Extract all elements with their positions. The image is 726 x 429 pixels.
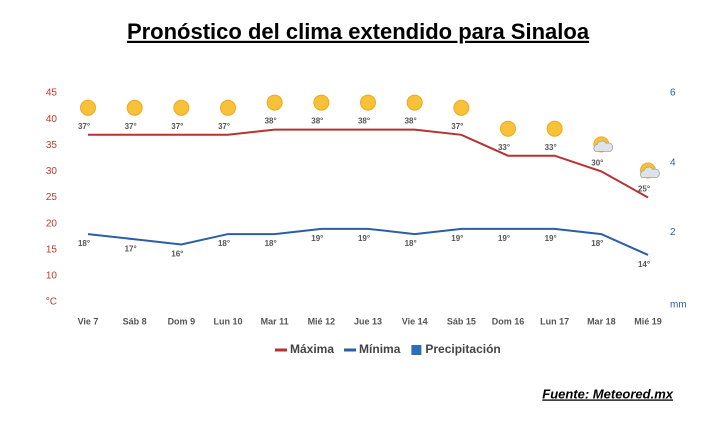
x-tick-label: Jue 13 xyxy=(354,316,382,326)
weather-icon xyxy=(593,136,614,153)
data-label: 18° xyxy=(405,239,417,248)
weather-icon xyxy=(80,99,96,116)
x-tick-label: Vie 7 xyxy=(78,316,99,326)
data-label: 33° xyxy=(498,143,510,152)
weather-icon xyxy=(220,99,236,116)
source: Fuente: Meteored.mx xyxy=(542,386,674,401)
y-tick-label: 15 xyxy=(46,244,58,255)
x-tick-label: Dom 16 xyxy=(492,316,525,326)
weather-icon xyxy=(313,94,330,111)
data-label: 16° xyxy=(171,250,183,259)
legend-label: Precipitación xyxy=(425,342,500,356)
y-tick-label: 40 xyxy=(46,114,58,125)
y-tick-label: 35 xyxy=(46,140,58,151)
y-tick-label: 30 xyxy=(46,166,58,177)
sun xyxy=(173,99,190,116)
data-label: 30° xyxy=(591,158,603,167)
y2-tick-label: mm xyxy=(670,300,687,311)
data-label: 18° xyxy=(218,239,230,248)
x-tick-label: Mié 12 xyxy=(308,316,336,326)
sun xyxy=(80,99,96,116)
y-tick-label: °C xyxy=(46,297,57,308)
y2-tick-label: 4 xyxy=(670,157,676,168)
legend-swatch xyxy=(411,345,422,355)
x-tick-label: Mar 18 xyxy=(587,316,616,326)
weather-icon xyxy=(640,162,660,179)
chart-title: Pronóstico del clima extendido para Sina… xyxy=(127,19,590,44)
weather-icon xyxy=(500,120,516,137)
sun xyxy=(406,94,423,111)
data-label: 19° xyxy=(545,234,557,243)
data-label: 19° xyxy=(358,234,370,243)
data-label: 38° xyxy=(265,117,277,126)
series-line xyxy=(88,128,649,199)
sun xyxy=(500,120,516,137)
sun xyxy=(360,94,376,111)
data-label: 19° xyxy=(311,234,323,243)
y2-tick-label: 2 xyxy=(670,227,676,238)
data-label: 25° xyxy=(638,185,650,194)
y-tick-label: 10 xyxy=(46,271,58,282)
data-label: 37° xyxy=(125,122,137,131)
weather-icon xyxy=(173,99,190,116)
y-tick-label: 45 xyxy=(46,88,58,99)
weather-icon xyxy=(360,94,376,111)
data-label: 18° xyxy=(591,239,603,248)
data-label: 37° xyxy=(78,122,90,131)
cloud xyxy=(593,140,614,152)
sun xyxy=(313,94,330,111)
x-tick-label: Lun 10 xyxy=(213,316,242,326)
sun xyxy=(220,99,236,116)
y2-tick-label: 6 xyxy=(670,88,676,99)
weather-icon xyxy=(453,99,470,116)
data-label: 19° xyxy=(451,234,463,243)
sun xyxy=(546,120,563,137)
data-label: 37° xyxy=(218,122,230,131)
data-label: 37° xyxy=(171,122,183,131)
data-label: 17° xyxy=(125,244,137,253)
x-tick-label: Sáb 15 xyxy=(447,316,476,326)
x-tick-label: Dom 9 xyxy=(168,316,196,326)
sun xyxy=(126,99,143,116)
x-tick-label: Mar 11 xyxy=(261,316,289,326)
weather-icon xyxy=(406,94,423,111)
cloud xyxy=(640,166,660,178)
sun xyxy=(453,99,470,116)
y-tick-label: 20 xyxy=(46,218,58,229)
data-label: 18° xyxy=(265,239,277,248)
data-label: 18° xyxy=(78,239,90,248)
data-label: 37° xyxy=(451,122,463,131)
data-label: 38° xyxy=(311,117,323,126)
y-tick-label: 25 xyxy=(46,192,58,203)
data-label: 14° xyxy=(638,260,650,269)
sun xyxy=(266,94,283,111)
x-tick-label: Sáb 8 xyxy=(123,316,147,326)
weather-icon xyxy=(126,99,143,116)
weather-icon xyxy=(266,94,283,111)
data-label: 19° xyxy=(498,234,510,243)
data-label: 38° xyxy=(358,117,370,126)
data-label: 33° xyxy=(545,143,557,152)
data-label: 38° xyxy=(405,117,417,126)
series-line xyxy=(87,227,649,256)
weather-icon xyxy=(546,120,563,137)
x-tick-label: Vie 14 xyxy=(402,316,428,326)
x-tick-label: Lun 17 xyxy=(540,316,569,326)
x-tick-label: Mié 19 xyxy=(634,316,662,326)
legend-label: Máxima xyxy=(290,342,334,356)
legend-label: Mínima xyxy=(359,342,401,356)
